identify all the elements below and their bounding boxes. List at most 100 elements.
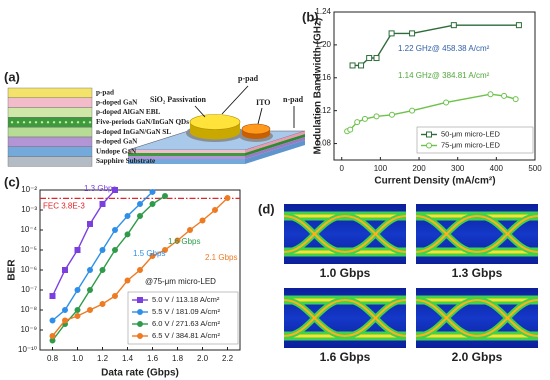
- x-tick-label: 1.0: [72, 354, 84, 363]
- eye-label: 1.0 Gbps: [320, 266, 371, 280]
- eye-diagram: [416, 288, 538, 348]
- y-axis-label: BER: [7, 259, 18, 281]
- eye-label: 2.0 Gbps: [452, 350, 503, 364]
- device-drawing: [127, 85, 306, 164]
- y-tick-label: 1.08: [315, 139, 331, 148]
- device-label: ITO: [256, 98, 271, 107]
- x-tick-label: 1.6: [147, 354, 159, 363]
- marker: [87, 287, 93, 293]
- quantum-dot: [82, 121, 86, 124]
- marker: [62, 267, 68, 273]
- marker: [87, 267, 93, 273]
- y-tick-label: 1.24: [315, 7, 331, 16]
- annotation: @75-μm micro-LED: [145, 277, 216, 286]
- legend-label: 5.5 V / 181.09 A/cm²: [152, 307, 220, 316]
- legend-marker: [137, 297, 143, 303]
- panel-label: (a): [4, 69, 20, 84]
- annotation: 1.5 Gbps: [133, 249, 165, 258]
- marker: [366, 55, 373, 62]
- device-label: p-pad: [238, 74, 259, 83]
- quantum-dot: [10, 121, 14, 124]
- eye-label: 1.6 Gbps: [320, 350, 371, 364]
- panel-label: (b): [302, 9, 319, 24]
- quantum-dot: [52, 121, 56, 124]
- device-label: n-pad: [283, 95, 304, 104]
- annotation: 1.3 Gbps: [84, 184, 116, 193]
- y-tick-label: 1.12: [315, 106, 331, 115]
- layer: [7, 117, 93, 128]
- y-tick-label: 10⁻⁸: [21, 305, 38, 314]
- quantum-dot: [76, 121, 80, 124]
- marker: [174, 237, 181, 244]
- marker: [112, 293, 118, 300]
- marker: [354, 119, 361, 126]
- eye-diagram: [284, 204, 406, 264]
- layer-label: Sapphire Substrate: [96, 157, 155, 165]
- marker: [74, 247, 81, 253]
- quantum-dot: [22, 121, 26, 124]
- x-tick-label: 2.2: [222, 354, 234, 363]
- y-tick-label: 10⁻⁷: [21, 285, 37, 294]
- marker: [124, 213, 131, 220]
- layer: [7, 126, 93, 138]
- x-tick-label: 0.8: [47, 354, 59, 363]
- marker: [87, 220, 93, 227]
- marker: [124, 231, 131, 238]
- y-tick-label: 10⁻²: [21, 185, 37, 194]
- marker: [388, 111, 395, 118]
- marker: [162, 247, 168, 253]
- marker: [49, 333, 56, 340]
- marker: [124, 277, 131, 284]
- marker: [361, 115, 368, 122]
- marker: [409, 30, 416, 37]
- series-line: [346, 93, 516, 132]
- marker: [49, 293, 56, 300]
- marker: [74, 313, 81, 320]
- annotation: 2.1 Gbps: [205, 253, 237, 262]
- marker: [99, 200, 106, 207]
- device-label: SiO₂ Passivation: [150, 95, 207, 104]
- y-tick-label: 1.16: [315, 73, 331, 82]
- quantum-dot: [88, 121, 92, 124]
- eye-label: 1.3 Gbps: [452, 266, 503, 280]
- marker: [199, 217, 206, 224]
- marker: [224, 194, 231, 201]
- marker: [443, 99, 450, 106]
- marker: [187, 227, 193, 233]
- marker: [149, 200, 156, 207]
- marker: [388, 30, 395, 37]
- annotation: 1.6 Gbps: [168, 237, 200, 246]
- quantum-dot: [40, 121, 44, 124]
- y-tick-label: 10⁻⁹: [20, 325, 37, 334]
- series-line: [51, 195, 166, 341]
- legend-marker: [137, 321, 143, 327]
- layer: [7, 146, 93, 157]
- marker: [373, 113, 380, 120]
- eye-diagram: [284, 288, 406, 348]
- quantum-dot: [58, 121, 62, 124]
- layer-label: Undope GaN: [96, 147, 137, 155]
- marker: [515, 22, 522, 29]
- legend-label: 5.0 V / 113.18 A/cm²: [152, 295, 220, 304]
- y-tick-label: 1.20: [315, 40, 331, 49]
- marker: [358, 62, 365, 69]
- reference-label: FEC 3.8E-3: [43, 202, 85, 211]
- marker: [112, 227, 118, 233]
- marker: [373, 55, 380, 62]
- layer-label: p-doped AlGaN EBL: [96, 108, 161, 116]
- x-tick-label: 1.8: [172, 354, 184, 363]
- layer-label: Five-periods GaN/InGaN QDs: [96, 118, 189, 126]
- marker: [487, 91, 494, 98]
- layer-label: n-doped InGaN/GaN SL: [96, 128, 171, 136]
- marker: [137, 213, 143, 220]
- x-tick-label: 0: [340, 164, 345, 173]
- legend-marker: [426, 131, 432, 138]
- marker: [149, 188, 156, 195]
- quantum-dot: [28, 121, 32, 124]
- marker: [212, 207, 218, 213]
- quantum-dot: [16, 121, 20, 124]
- marker: [99, 300, 106, 307]
- legend-marker: [137, 333, 143, 339]
- marker: [149, 253, 156, 260]
